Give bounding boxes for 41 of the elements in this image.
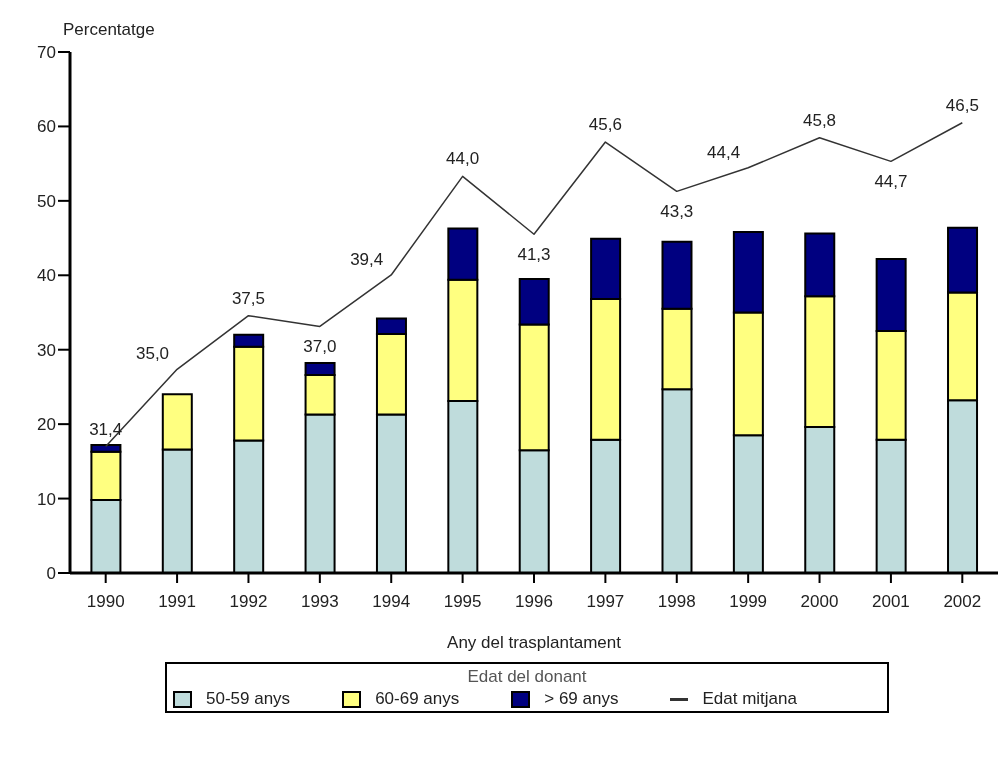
legend-label: 60-69 anys	[374, 689, 460, 709]
data-label: 31,4	[89, 419, 123, 439]
data-label: 46,5	[945, 95, 979, 115]
y-tick-label: 60	[37, 117, 56, 137]
data-label: 44,0	[446, 149, 480, 169]
data-label: 44,7	[874, 172, 908, 192]
data-label: 37,0	[303, 337, 337, 357]
data-label: 45,8	[802, 110, 837, 130]
data-label: 37,5	[231, 288, 266, 308]
data-label: 44,4	[707, 142, 741, 162]
x-tick-label: 1990	[86, 592, 125, 612]
data-label: 41,3	[517, 245, 551, 265]
y-tick-label: 70	[37, 43, 56, 63]
x-tick-label: 1996	[515, 592, 553, 612]
x-axis-title: Any del trasplantament	[447, 633, 622, 652]
x-tick-label: 1993	[300, 592, 339, 612]
x-tick-label: 1994	[372, 592, 411, 612]
legend-title: Edat del donant	[466, 666, 588, 688]
y-tick-label: 10	[37, 489, 56, 509]
y-tick-label: 40	[37, 266, 56, 286]
legend-label: Edat mitjana	[701, 689, 797, 709]
x-tick-label: 1995	[443, 592, 482, 612]
x-tick-label: 2002	[943, 592, 982, 612]
y-tick-label: 0	[46, 564, 56, 584]
x-tick-label: 2000	[800, 592, 839, 612]
y-axis-title: Percentatge	[63, 20, 155, 40]
x-tick-label: 1991	[158, 592, 196, 612]
data-label: 45,6	[588, 115, 622, 135]
legend-label: 50-59 anys	[205, 689, 291, 709]
x-tick-label: 1999	[729, 592, 768, 612]
legend-label: > 69 anys	[543, 689, 619, 709]
data-label: 39,4	[350, 249, 384, 269]
y-tick-label: 30	[37, 340, 56, 360]
data-label: 43,3	[660, 202, 694, 222]
x-tick-label: 2001	[872, 592, 910, 612]
data-label: 35,0	[135, 344, 170, 364]
y-tick-label: 20	[37, 415, 56, 435]
y-tick-label: 50	[37, 191, 56, 211]
x-tick-label: 1998	[657, 592, 696, 612]
x-tick-label: 1992	[229, 592, 268, 612]
x-tick-label: 1997	[586, 592, 625, 612]
